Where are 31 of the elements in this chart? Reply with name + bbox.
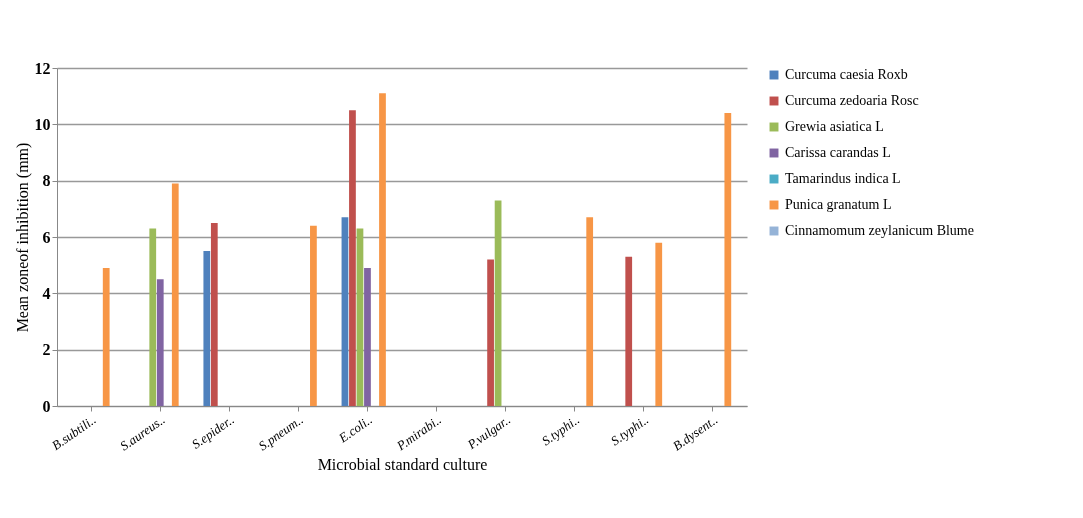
legend-label: Punica granatum L [785,197,892,212]
x-axis-title: Microbial standard culture [317,456,488,474]
bar [210,222,218,406]
legend-label: Grewia asiatica L [785,119,884,134]
legend-label: Tamarindus indica L [785,171,901,186]
bar [364,267,371,406]
legend-label: Curcuma caesia Roxb [785,67,908,82]
y-tick-label: 6 [42,228,51,246]
legend-label: Curcuma zedoaria Rosc [785,93,919,108]
y-tick-label: 4 [42,284,51,302]
y-tick-label: 12 [34,59,51,77]
y-tick-label: 0 [42,397,51,415]
legend-label: Carissa carandas L [785,145,891,160]
bar [586,217,594,406]
y-tick-label: 8 [42,172,51,190]
bar [487,259,494,406]
bar [310,225,317,406]
y-tick-label: 2 [42,341,51,359]
bar [203,251,211,406]
bar [625,256,633,406]
y-tick-label: 10 [34,115,51,133]
bar [724,113,732,406]
legend-label: Cinnamomum zeylanicum Blume [785,223,974,238]
y-axis-title: Mean zoneof inhibition (mm) [13,142,32,333]
bar [156,279,164,406]
bar [171,183,179,406]
bar [655,242,663,406]
bar [102,267,110,406]
bar [149,228,157,406]
bar [379,93,386,406]
bar [349,110,356,406]
